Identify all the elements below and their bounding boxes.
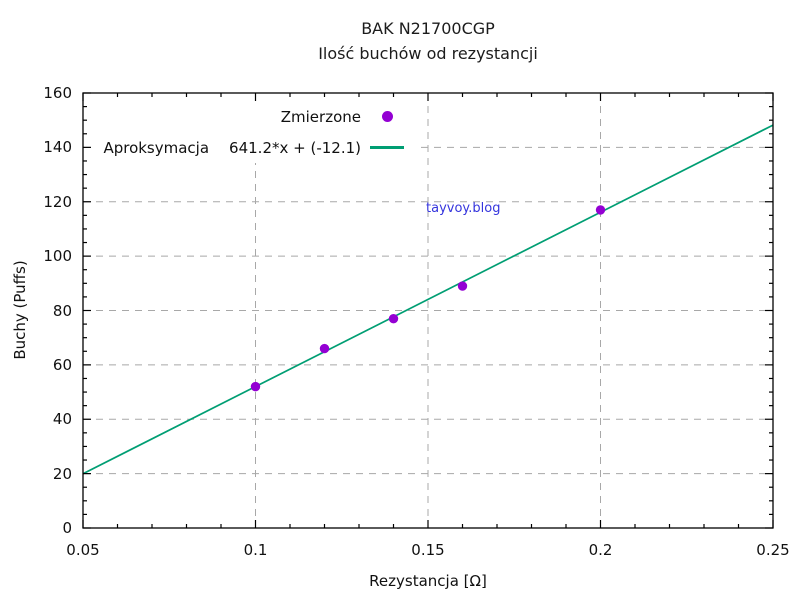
watermark: tayvoy.blog [426, 201, 501, 216]
legend-measured-swatch [370, 111, 404, 122]
data-point [319, 343, 330, 354]
chart-subtitle: Ilość buchów od rezystancji [318, 44, 538, 63]
data-point [457, 281, 468, 291]
data-point [388, 313, 399, 324]
y-tick-label: 0 [62, 519, 72, 537]
fit-line-icon [370, 146, 404, 149]
y-axis-label: Buchy (Puffs) [11, 260, 29, 360]
x-tick-label: 0.1 [243, 541, 268, 559]
y-tick-label: 40 [52, 410, 72, 429]
y-tick-label: 160 [43, 84, 72, 102]
legend-measured-row: Zmierzone [92, 102, 404, 132]
measured-point-icon [381, 111, 393, 122]
x-tick-label: 0.05 [66, 541, 100, 559]
x-tick-label: 0.15 [411, 541, 445, 559]
legend-fit-row: Aproksymacja 641.2*x + (-12.1) [92, 133, 404, 163]
data-point [595, 205, 606, 215]
y-tick-label: 60 [52, 355, 72, 374]
chart-title: BAK N21700CGP [361, 19, 495, 38]
data-point [250, 381, 261, 392]
x-tick-label: 0.25 [756, 541, 790, 559]
y-tick-label: 20 [52, 464, 72, 483]
y-tick-label: 120 [43, 192, 72, 211]
x-axis-label: Rezystancja [Ω] [369, 572, 487, 590]
legend-fit-swatch [370, 146, 404, 149]
legend-measured-label: Zmierzone [280, 107, 361, 126]
y-tick-label: 140 [43, 138, 72, 157]
legend-fit-formula: 641.2*x + (-12.1) [229, 138, 361, 157]
x-tick-label: 0.2 [588, 541, 613, 559]
legend: Zmierzone Aproksymacja 641.2*x + (-12.1) [92, 101, 420, 163]
fit-line [82, 124, 774, 475]
legend-fit-label: Aproksymacja [103, 138, 210, 157]
y-tick-label: 100 [43, 247, 72, 266]
y-tick-label: 80 [52, 301, 72, 320]
